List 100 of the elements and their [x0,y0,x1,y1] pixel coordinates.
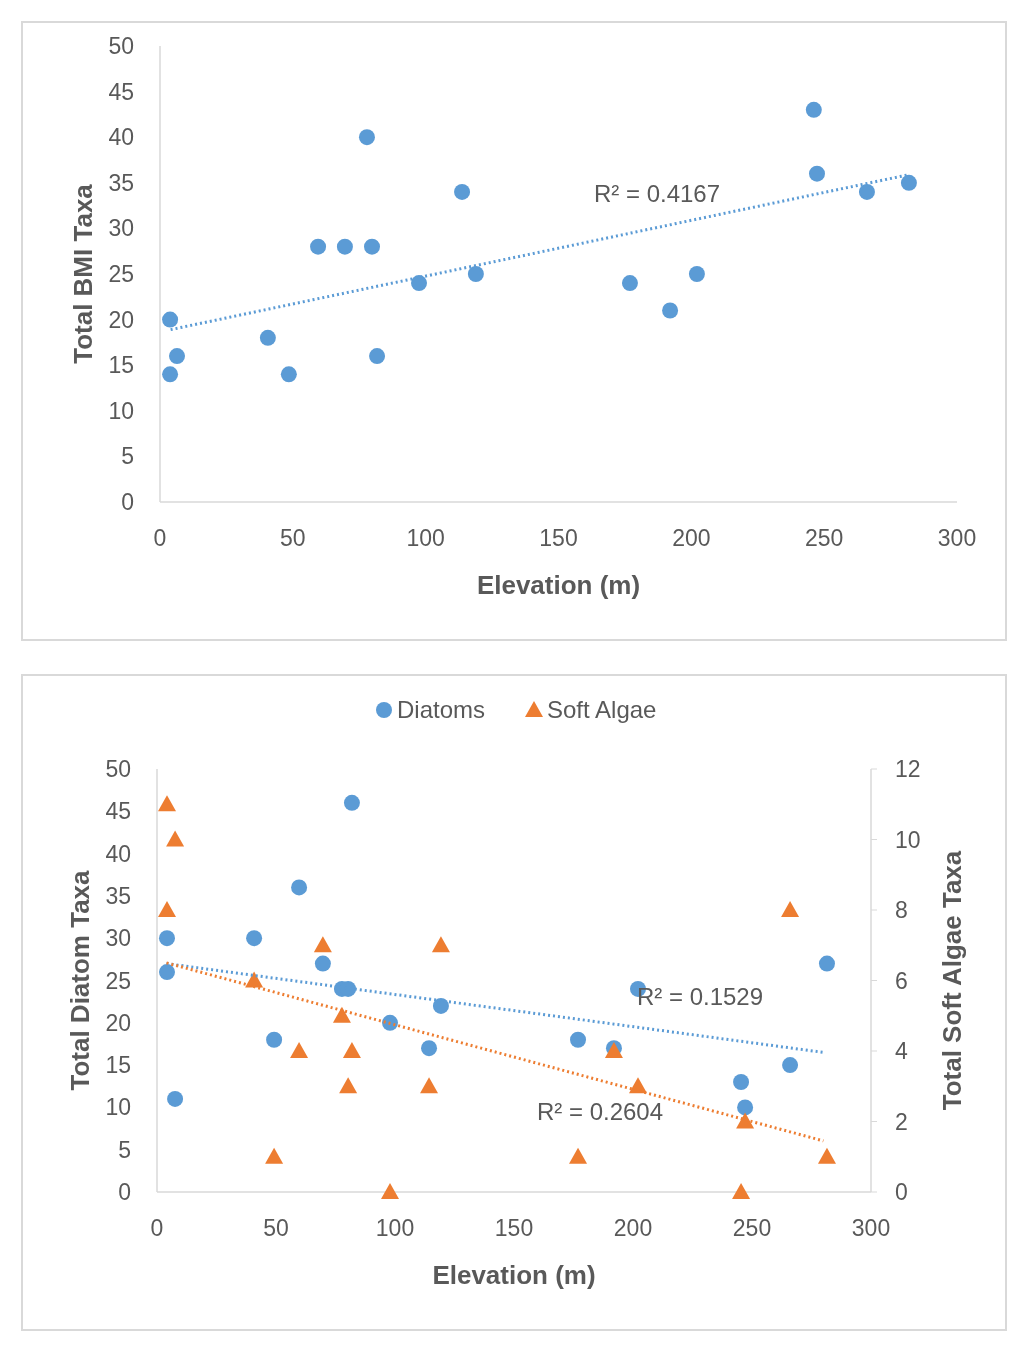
x-tick-label: 0 [150,1215,164,1241]
y-tick-label: 50 [108,33,134,59]
point [688,266,705,282]
annotation: R² = 0.1529 [636,983,764,1010]
x-tick-label: 50 [263,1215,289,1241]
point [662,302,679,319]
point [808,165,825,182]
point [339,1077,358,1094]
y2-tick-label: 0 [895,1179,908,1205]
y-tick-label: 0 [118,1179,131,1205]
point [782,1057,799,1074]
y2-tick-label: 2 [895,1108,908,1135]
y-tick-label: 0 [121,489,134,515]
point [280,366,297,383]
point [291,879,308,896]
x-tick-label: 50 [280,525,306,551]
y2-tick-label: 10 [895,826,921,853]
y-tick-label: 20 [105,1009,131,1036]
point [736,1112,755,1129]
y2-tick-label: 8 [895,897,908,923]
point [621,275,638,292]
y2-axis-title: Total Soft Algae Taxa [937,850,967,1111]
y-tick-label: 15 [105,1052,131,1079]
y-tick-label: 45 [108,78,134,105]
point [259,329,276,346]
point [781,901,800,917]
y-tick-label: 50 [105,756,131,782]
point [358,129,375,146]
point [343,794,360,811]
point [454,183,471,200]
point [332,1006,351,1023]
y-tick-label: 20 [108,306,134,333]
point [245,971,264,988]
x-tick-label: 150 [539,525,578,551]
y-tick-label: 10 [108,397,134,424]
point [364,238,380,255]
point [858,183,875,200]
point [411,275,428,292]
y-tick-label: 25 [108,261,134,287]
y-tick-label: 5 [118,1136,131,1163]
point [246,930,263,947]
x-tick-label: 200 [672,525,711,551]
y2-tick-label: 12 [895,756,921,782]
y-tick-label: 5 [121,443,134,470]
y-tick-label: 45 [105,798,131,825]
legend-label: Diatoms [397,696,486,723]
y-tick-label: 10 [105,1094,131,1121]
point [421,1040,438,1057]
point [169,348,185,365]
annotation: R² = 0.4167 [593,180,721,207]
point [733,1074,750,1091]
point [266,1031,283,1048]
point [570,1031,587,1048]
x-tick-label: 0 [153,525,167,551]
y-tick-label: 40 [108,124,134,151]
y2-tick-label: 4 [895,1038,908,1064]
point [900,174,917,191]
point [818,955,835,972]
point [382,1014,398,1031]
y-tick-label: 30 [108,215,134,242]
point [467,266,484,282]
y-tick-label: 35 [105,882,131,909]
x-tick-label: 200 [613,1215,653,1241]
point [336,238,353,255]
point [732,1183,751,1199]
point [166,830,185,847]
annotation: R² = 0.2604 [536,1098,664,1125]
legend-label: Soft Algae [547,696,657,723]
x-tick-label: 250 [804,525,844,551]
point [265,1147,284,1164]
point [420,1077,439,1094]
point [817,1147,836,1164]
x-tick-label: 150 [494,1215,534,1241]
point [381,1183,399,1199]
y-tick-label: 15 [108,352,134,379]
y-tick-label: 25 [105,967,131,994]
point [431,936,450,953]
point [310,238,327,255]
point [569,1147,588,1164]
point [369,348,386,365]
x-tick-label: 100 [375,1215,415,1241]
x-tick-label: 300 [851,1215,891,1241]
point [162,366,179,383]
x-axis-title: Elevation (m) [476,570,641,600]
point [805,101,822,118]
point [158,901,176,917]
point [158,795,176,812]
y-tick-label: 40 [105,840,131,867]
x-tick-label: 300 [937,525,977,551]
point [314,955,331,972]
x-tick-label: 100 [406,525,445,551]
point [432,997,449,1014]
y2-tick-label: 6 [895,967,908,994]
y-axis-title: Total Diatom Taxa [65,869,95,1091]
y-tick-label: 30 [105,925,131,952]
point [737,1099,754,1116]
point [162,311,179,328]
x-axis-title: Elevation (m) [432,1260,596,1290]
point [159,964,175,981]
point [313,936,332,953]
